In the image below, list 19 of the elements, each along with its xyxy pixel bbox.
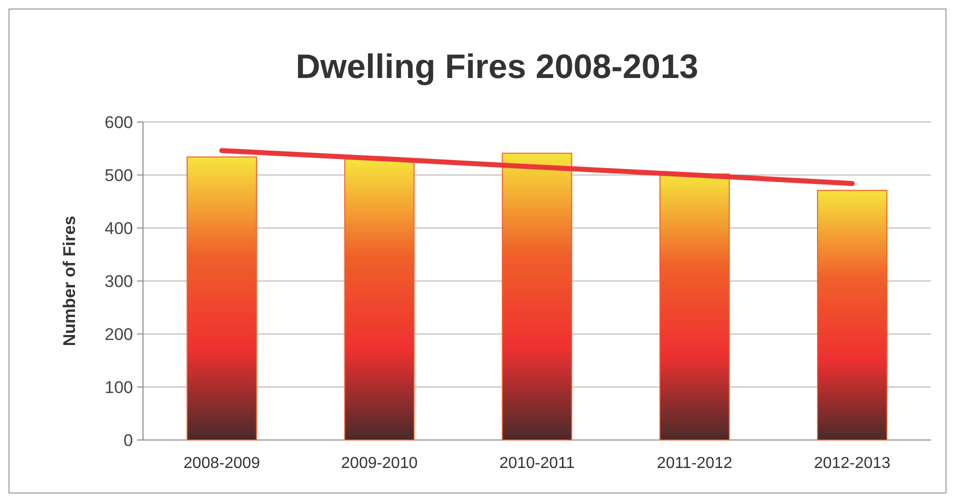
y-tick-label: 200 [104, 324, 133, 344]
bar [186, 156, 257, 440]
bar [659, 173, 730, 440]
y-tick-label: 0 [124, 430, 133, 450]
y-tick-label: 400 [104, 218, 133, 238]
y-tick-label: 100 [104, 378, 133, 397]
x-tick-label: 2011-2012 [656, 455, 732, 472]
x-tick-label: 2012-2013 [814, 455, 891, 472]
y-tick-label: 500 [104, 166, 133, 185]
bar [502, 152, 572, 440]
y-tick-label: 300 [104, 272, 133, 291]
x-tick-label: 2008-2009 [184, 455, 260, 472]
chart-title: Dwelling Fires 2008-2013 [296, 48, 698, 86]
x-tick-label: 2010-2011 [499, 455, 575, 472]
bar [344, 158, 415, 440]
bar [817, 190, 888, 440]
x-tick-label: 2009-2010 [341, 455, 418, 472]
y-tick-label: 600 [104, 112, 133, 132]
y-axis-title: Number of Fires [60, 216, 79, 346]
